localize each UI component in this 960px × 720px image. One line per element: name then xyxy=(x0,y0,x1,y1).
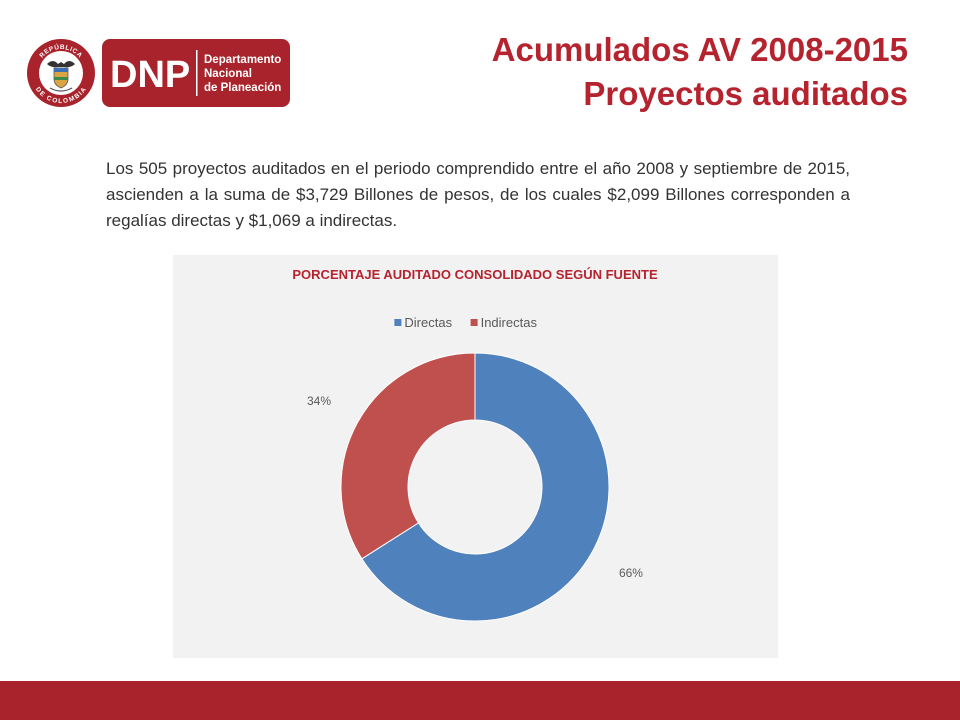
logo-acronym: DNP xyxy=(110,54,190,96)
logo-name-line1: Departamento xyxy=(204,54,281,66)
data-label-directas: 66% xyxy=(619,566,643,580)
data-label-indirectas: 34% xyxy=(307,394,331,408)
dnp-logo: REPÚBLICA DE COLOMBIA DNP Departamento N… xyxy=(26,38,292,108)
chart-legend: Directas Indirectas xyxy=(394,315,537,330)
donut-chart-panel: PORCENTAJE AUDITADO CONSOLIDADO SEGÚN FU… xyxy=(173,255,778,658)
page-title-line1: Acumulados AV 2008-2015 xyxy=(491,31,908,68)
legend-label-indirectas: Indirectas xyxy=(481,315,538,330)
coat-of-arms-icon xyxy=(47,61,75,92)
logo-name-line3: de Planeación xyxy=(204,82,281,94)
logo-divider xyxy=(196,50,198,96)
summary-paragraph: Los 505 proyectos auditados en el period… xyxy=(106,159,850,230)
logo-name-line2: Nacional xyxy=(204,68,252,80)
legend-swatch-directas xyxy=(394,319,402,326)
donut-chart: PORCENTAJE AUDITADO CONSOLIDADO SEGÚN FU… xyxy=(292,267,658,622)
page-title-line2: Proyectos auditados xyxy=(583,75,908,112)
footer-bar xyxy=(0,681,960,720)
page-title: Acumulados AV 2008-2015 Proyectos audita… xyxy=(348,28,908,116)
chart-title: PORCENTAJE AUDITADO CONSOLIDADO SEGÚN FU… xyxy=(292,267,658,282)
legend-swatch-indirectas xyxy=(470,319,478,326)
legend-label-directas: Directas xyxy=(404,315,452,330)
dnp-logo-graphic: REPÚBLICA DE COLOMBIA DNP Departamento N… xyxy=(27,39,290,107)
chart-data-labels: 66% 34% xyxy=(307,394,643,580)
slice-indirectas xyxy=(340,352,476,560)
chart-slices xyxy=(340,352,610,622)
slice-directas xyxy=(361,352,610,622)
